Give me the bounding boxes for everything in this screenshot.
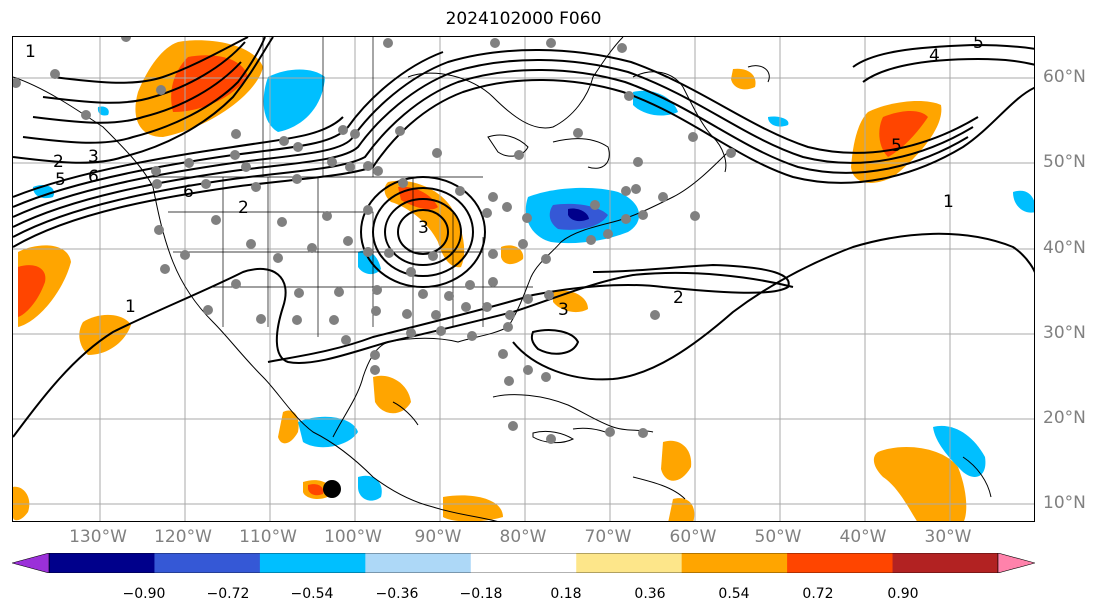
colorbar <box>12 553 1035 573</box>
contour-label: 1 <box>125 297 136 317</box>
contour-label: 3 <box>558 300 569 320</box>
colorbar-segment <box>259 553 366 573</box>
contour-label: 2 <box>238 198 249 218</box>
lat-label: 20°N <box>1043 408 1086 428</box>
colorbar-tick-label: 0.36 <box>634 586 666 602</box>
colorbar-segment <box>892 553 999 573</box>
colorbar-segment <box>49 553 155 573</box>
colorbar-tick-label: −0.90 <box>122 586 166 602</box>
contour-label: 1 <box>25 42 36 62</box>
contour-label: 3 <box>418 218 429 238</box>
lat-label: 40°N <box>1043 238 1086 258</box>
lat-label: 10°N <box>1043 493 1086 513</box>
station-dots <box>13 37 736 444</box>
colorbar-tick-label: 0.18 <box>550 586 582 602</box>
colorbar-tick-label: −0.72 <box>206 586 250 602</box>
colorbar-segment <box>365 553 472 573</box>
contour-label: 4 <box>929 46 940 66</box>
colorbar-segment <box>470 553 577 573</box>
map-title: 2024102000 F060 <box>445 9 602 29</box>
contour-lines <box>13 37 1034 438</box>
lon-label: 100°W <box>324 527 382 547</box>
contour-label: 5 <box>891 136 902 156</box>
colorbar-tick-label: 0.90 <box>887 586 919 602</box>
lon-label: 40°W <box>839 527 887 547</box>
colorbar-tick-label: 0.72 <box>802 586 834 602</box>
contour-label: 2 <box>673 288 684 308</box>
colorbar-tick-label: −0.18 <box>459 586 503 602</box>
weather-map: 1 2 3 6 6 5 1 2 3 1 4 5 5 2 3 <box>13 37 1034 521</box>
lon-label: 110°W <box>239 527 297 547</box>
colorbar-segment <box>154 553 261 573</box>
colorbar-segment <box>787 553 894 573</box>
marker <box>323 480 341 498</box>
lon-label: 30°W <box>924 527 972 547</box>
lat-label: 60°N <box>1043 67 1086 87</box>
colorbar-tick-label: 0.54 <box>718 586 750 602</box>
lat-label: 50°N <box>1043 152 1086 172</box>
colorbar-segment <box>576 553 683 573</box>
contour-label: 6 <box>88 167 99 187</box>
lon-label: 70°W <box>584 527 632 547</box>
lat-label: 30°N <box>1043 323 1086 343</box>
lon-label: 50°W <box>754 527 802 547</box>
contour-label-group: 1 2 3 6 6 5 1 2 3 1 4 5 5 2 3 <box>25 37 984 320</box>
contour-label: 5 <box>973 37 984 53</box>
contour-label: 1 <box>943 192 954 212</box>
colorbar-extend-left <box>12 553 50 573</box>
shaded-anomalies <box>13 40 1034 521</box>
contour-label: 3 <box>88 147 99 167</box>
contour-label: 6 <box>183 182 194 202</box>
lon-label: 60°W <box>669 527 717 547</box>
lon-label: 120°W <box>154 527 212 547</box>
contour-label: 2 <box>53 152 64 172</box>
colorbar-tick-label: −0.54 <box>290 586 334 602</box>
map-panel: 1 2 3 6 6 5 1 2 3 1 4 5 5 2 3 <box>12 36 1035 522</box>
contour-label: 5 <box>55 170 66 190</box>
colorbar-tick-label: −0.36 <box>375 586 419 602</box>
colorbar-segment <box>681 553 788 573</box>
lon-label: 90°W <box>414 527 462 547</box>
lon-label: 80°W <box>499 527 547 547</box>
lon-label: 130°W <box>69 527 127 547</box>
colorbar-extend-right <box>997 553 1035 573</box>
